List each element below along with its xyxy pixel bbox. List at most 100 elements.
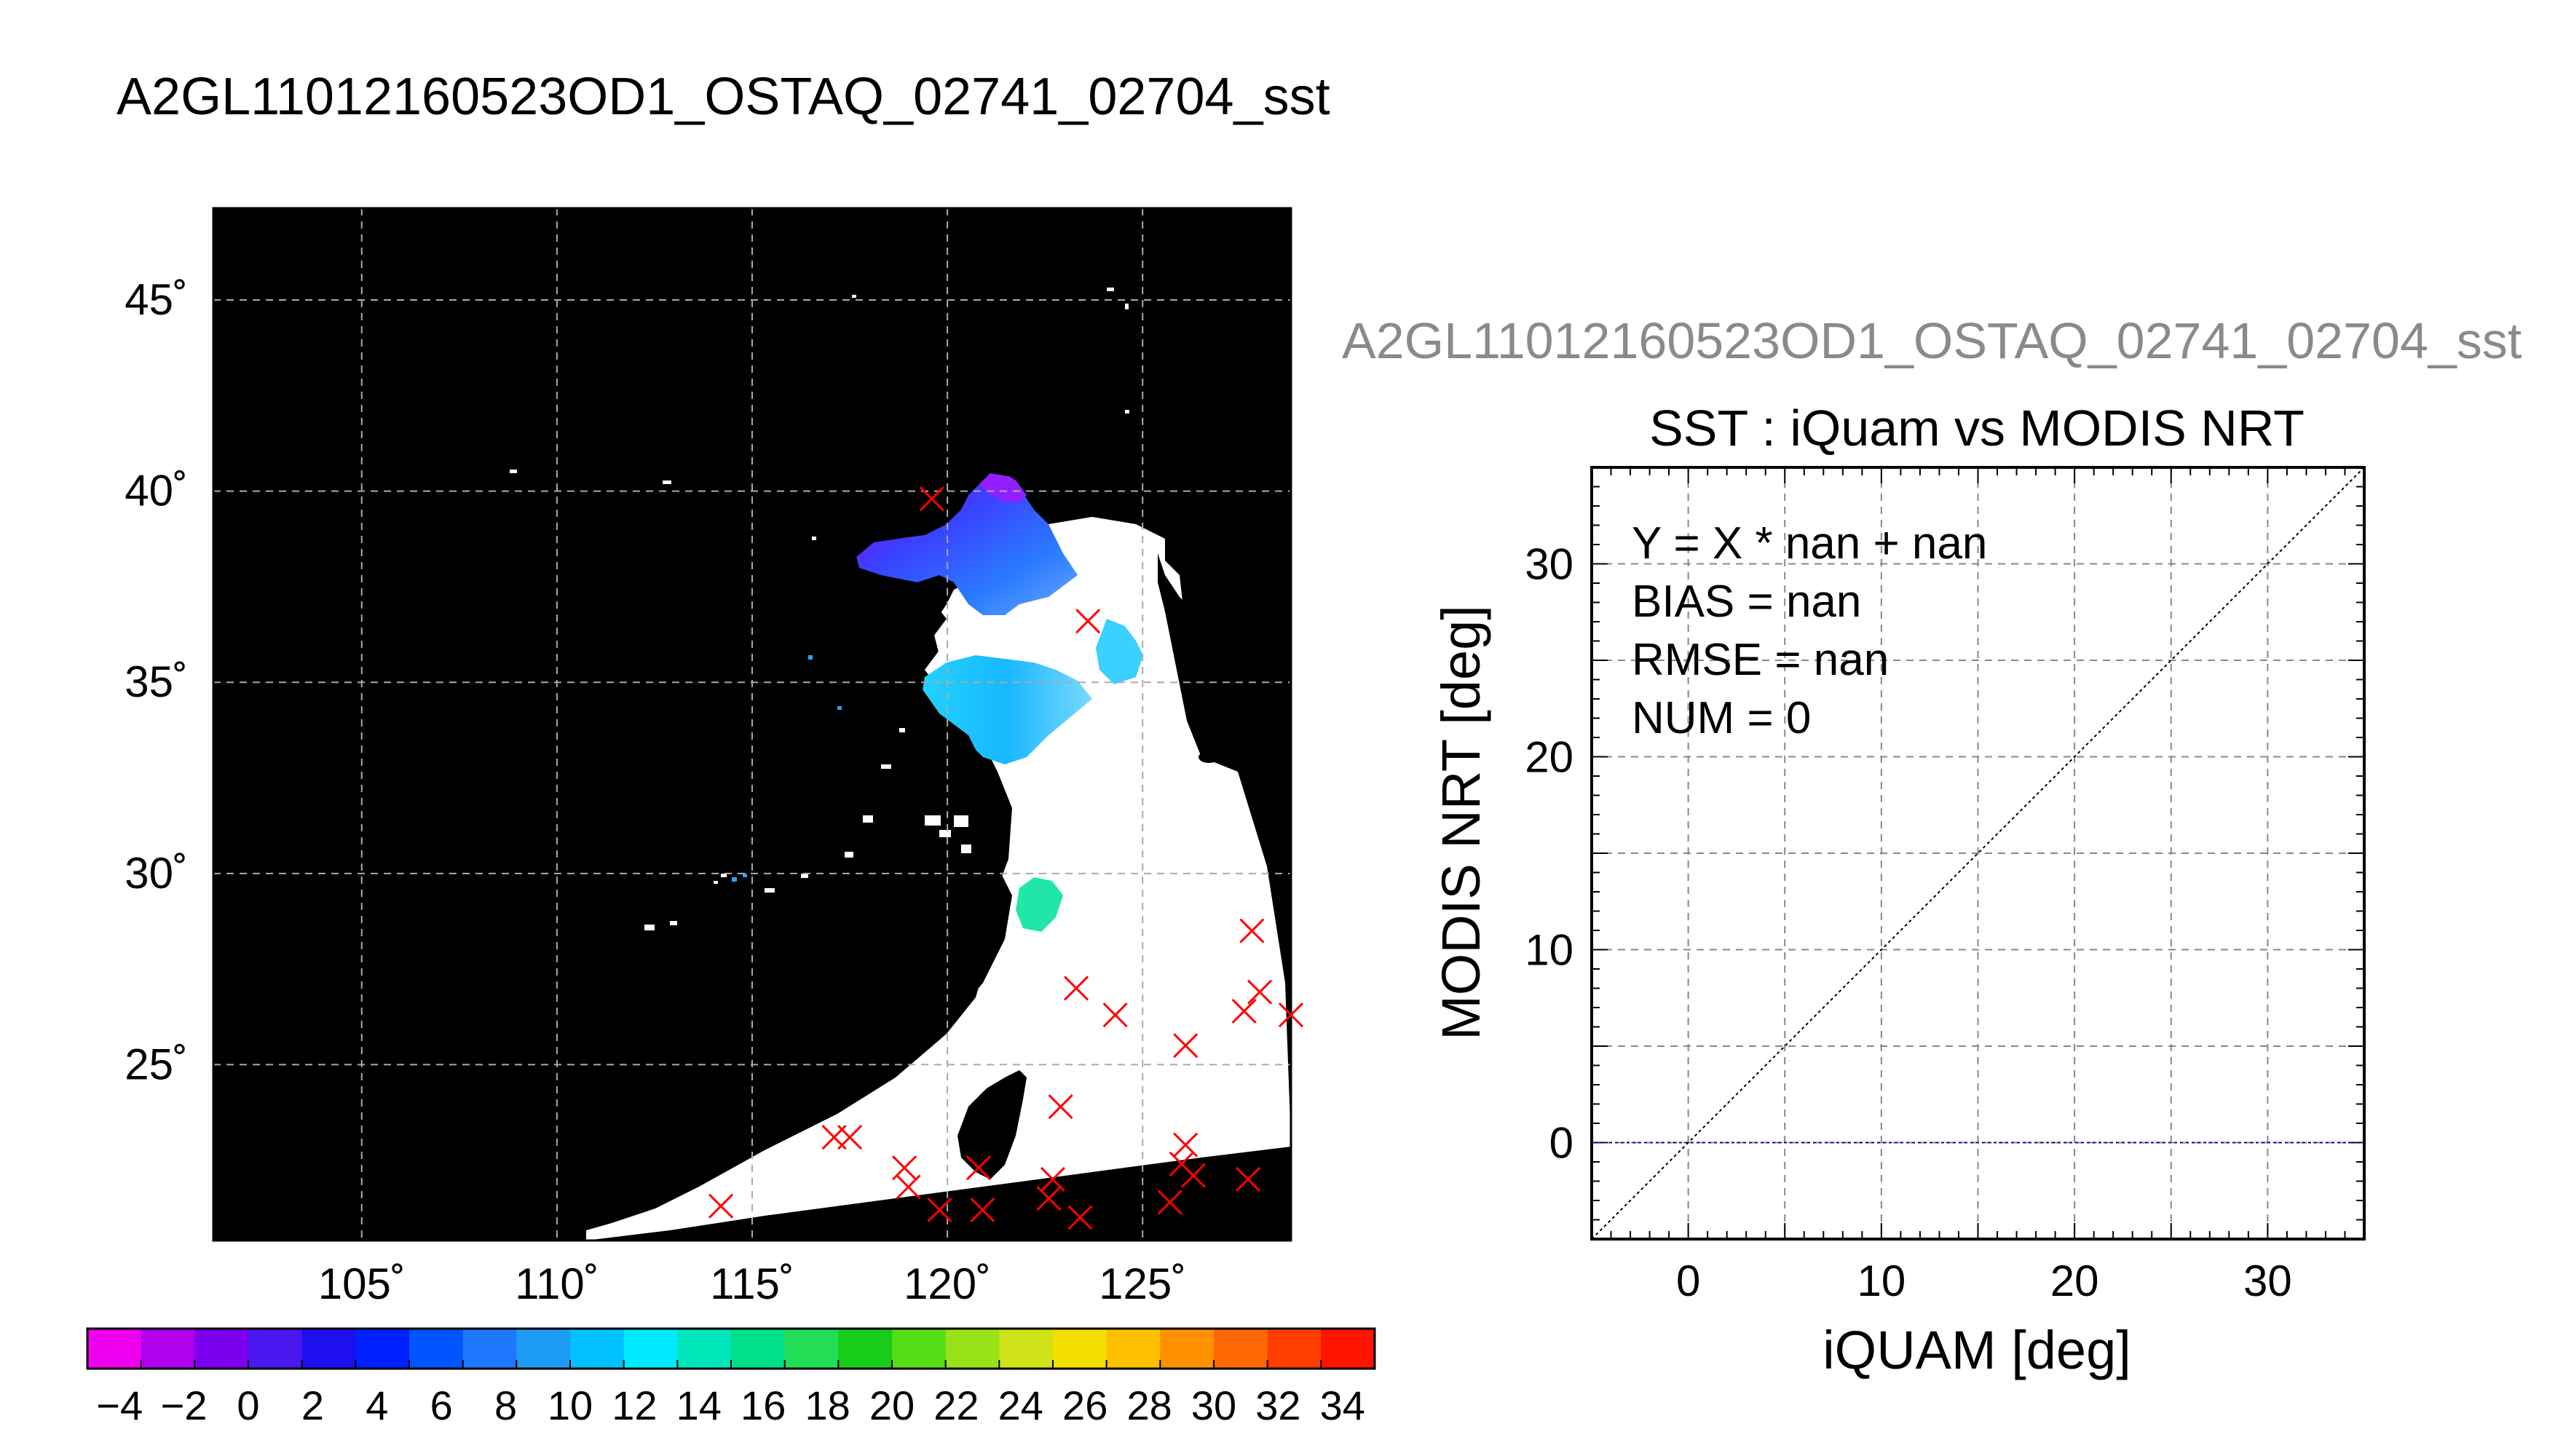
observation-marker: [1102, 1002, 1128, 1028]
colorbar-bin: [355, 1329, 410, 1369]
colorbar-bin: [141, 1329, 195, 1369]
observation-marker: [1278, 1002, 1304, 1028]
colorbar-bin: [731, 1329, 786, 1369]
scatter-gridlines: [1592, 467, 2364, 1239]
ocean-bohai: [1041, 517, 1165, 575]
map-lon-tick-label: 115˚: [710, 1259, 794, 1308]
scatter-frame: [1590, 466, 2366, 1241]
colorbar-bin: [248, 1329, 303, 1369]
observation-marker: [1239, 918, 1265, 943]
scatter-stats: Y = X * nan + nan BIAS = nan RMSE = nan NUM…: [1632, 518, 1987, 743]
observation-marker: [837, 1125, 863, 1150]
colorbar-tick-label: 6: [430, 1382, 453, 1428]
colorbar-tick-label: 26: [1062, 1382, 1107, 1428]
map-lon-tick-label: 120˚: [904, 1259, 991, 1308]
map-lon-tick-label: 105˚: [318, 1259, 406, 1308]
ocean-swath: [586, 539, 1291, 1241]
observation-marker: [708, 1193, 734, 1219]
colorbar-tick-label: 0: [237, 1382, 259, 1428]
map-lat-tick-label: 30˚: [125, 849, 188, 898]
observation-marker: [970, 1197, 995, 1223]
colorbar-tick-label: 12: [612, 1382, 657, 1428]
land-korea: [1158, 553, 1238, 772]
map-lon-tick-label: 125˚: [1099, 1259, 1186, 1308]
colorbar-tick-label: 32: [1255, 1382, 1300, 1428]
scatter-x-tick-label: 30: [2243, 1257, 2292, 1305]
observation-marker: [1247, 979, 1273, 1005]
observation-marker: [1157, 1190, 1182, 1215]
colorbar-bin: [945, 1329, 1000, 1369]
scatter-y-tick-label: 0: [1549, 1119, 1573, 1168]
colorbar-tick-label: 14: [676, 1382, 722, 1428]
observation-marker: [1036, 1186, 1062, 1211]
one-to-one-line: [1591, 467, 2365, 1240]
colorbar-tick-label: 10: [548, 1382, 593, 1428]
colorbar-bin: [194, 1329, 249, 1369]
observation-marker: [965, 1155, 992, 1181]
sst-shandong: [1096, 619, 1143, 684]
map-frame: [212, 207, 1292, 1242]
colorbar-tick-label: 2: [301, 1382, 324, 1428]
colorbar-tick-label: −2: [161, 1382, 208, 1428]
scatter-tick-labels: 0 10 20 30 0 10 20 30: [1525, 540, 2292, 1306]
land-jeju: [1198, 751, 1219, 763]
sst-bohai: [856, 480, 1078, 615]
colorbar-bin: [1214, 1329, 1268, 1369]
sst-map: 105˚ 110˚ 115˚ 120˚ 125˚ 45˚ 40˚ 35˚ 30˚ 25˚: [125, 207, 1304, 1308]
map-lat-tick-label: 40˚: [125, 467, 188, 515]
scatter-x-axis-label: iQUAM [deg]: [1823, 1320, 2131, 1380]
scatter-x-tick-label: 20: [2050, 1257, 2099, 1305]
map-lat-tick-label: 25˚: [125, 1040, 188, 1088]
scatter-y-axis-label: MODIS NRT [deg]: [1431, 605, 1491, 1040]
colorbar-bin: [1321, 1329, 1375, 1369]
map-lat-tick-label: 45˚: [125, 275, 188, 324]
colorbar-bin: [1160, 1329, 1215, 1369]
scatter-stat-line: BIAS = nan: [1632, 577, 1861, 627]
observation-marker: [1180, 1163, 1207, 1188]
scatter-x-tick-label: 0: [1676, 1257, 1700, 1305]
scatter-gray-title: A2GL11012160523OD1_OSTAQ_02741_02704_sst: [1342, 312, 2522, 369]
colorbar-bin: [784, 1329, 839, 1369]
observation-marker: [896, 1174, 921, 1200]
observation-marker: [1075, 609, 1101, 634]
scatter-stat-line: Y = X * nan + nan: [1632, 518, 1987, 569]
map-gridlines: [213, 208, 1291, 1241]
colorbar-bin: [409, 1329, 464, 1369]
map-tick-labels: 105˚ 110˚ 115˚ 120˚ 125˚ 45˚ 40˚ 35˚ 30˚ 25˚: [125, 275, 1186, 1308]
map-lon-tick-label: 110˚: [515, 1259, 599, 1308]
colorbar-bin: [1106, 1329, 1161, 1369]
colorbar-tick-label: 4: [366, 1382, 388, 1428]
colorbar-bin: [1267, 1329, 1322, 1369]
scatter-title: SST : iQuam vs MODIS NRT: [1649, 400, 2305, 456]
colorbar-tick-label: 28: [1126, 1382, 1172, 1428]
colorbar-tick-label: 18: [805, 1382, 850, 1428]
colorbar-bin: [623, 1329, 678, 1369]
colorbar-bin: [677, 1329, 732, 1369]
colorbar-bin: [999, 1329, 1054, 1369]
scatter-y-tick-label: 20: [1525, 733, 1573, 782]
observation-marker: [927, 1197, 952, 1223]
colorbar-tick-label: 22: [933, 1382, 979, 1428]
colorbar-tick-label: −4: [96, 1382, 143, 1428]
colorbar-bin: [570, 1329, 625, 1369]
scatter-stat-line: NUM = 0: [1632, 693, 1811, 743]
colorbar-bin: [516, 1329, 571, 1369]
sst-bohai-north: [976, 473, 1027, 502]
colorbar-bin: [462, 1329, 517, 1369]
observation-marker: [1048, 1094, 1073, 1120]
observation-marker: [1064, 976, 1089, 1001]
colorbar-bin: [87, 1329, 142, 1369]
land-taiwan: [957, 1070, 1027, 1179]
map-markers: [708, 486, 1304, 1230]
page-title: A2GL11012160523OD1_OSTAQ_02741_02704_sst: [117, 68, 1330, 126]
colorbar-tick-label: 30: [1191, 1382, 1236, 1428]
scatter-x-tick-label: 10: [1857, 1257, 1906, 1305]
inland-lakes: [510, 288, 1244, 1111]
observation-marker: [1067, 1205, 1093, 1230]
colorbar-tick-label: 16: [741, 1382, 786, 1428]
map-lat-tick-label: 35˚: [125, 657, 188, 706]
colorbar-bin: [301, 1329, 356, 1369]
sst-hangzhou: [1016, 877, 1063, 932]
scatter-stat-line: RMSE = nan: [1632, 635, 1889, 685]
colorbar-tick-label: 8: [494, 1382, 517, 1428]
